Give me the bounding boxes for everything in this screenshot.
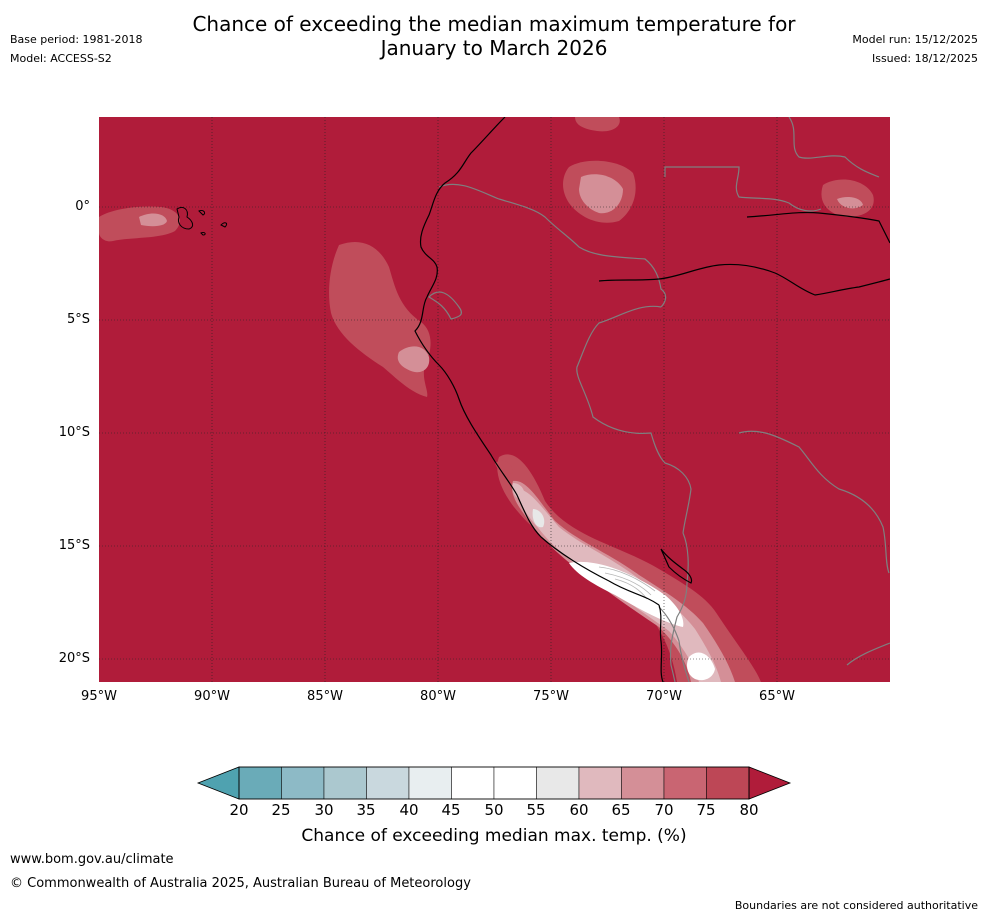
colorbar-tick: 80 [739,801,759,819]
contour-70-75 [139,213,167,227]
contour-line [604,572,652,596]
amazon-river [598,263,890,296]
lat-label: 10°S [58,425,90,440]
lake-titicaca [660,548,693,584]
border-ecuador [428,291,463,320]
colorbar-segment [706,766,750,800]
colorbar-segment [536,766,580,800]
lat-label: 15°S [58,538,90,553]
colorbar-tick: 30 [314,801,334,819]
coastline-chile [658,604,664,682]
contour-70-75 [397,346,430,373]
island-small [198,210,206,216]
contour-70-75 [837,197,863,209]
border-brazil-bolivia [738,430,890,574]
contour-75-80 [495,460,513,474]
colorbar-under-arrow [196,766,240,800]
lon-label: 90°W [194,689,230,704]
island-isabela [176,206,194,230]
copyright-notice: © Commonwealth of Australia 2025, Austra… [10,876,471,891]
lon-label: 95°W [81,689,117,704]
colorbar-segment [366,766,410,800]
island-small [200,231,206,236]
model-name: Model: ACCESS-S2 [10,52,112,65]
colorbar-segment [238,766,282,800]
contour-60-65 [512,483,525,500]
title-line-1: Chance of exceeding the median maximum t… [192,12,796,36]
contour-55-60 [532,509,545,528]
colorbar-segments [238,766,750,800]
colorbar-segment [281,766,325,800]
colorbar-tick: 40 [399,801,419,819]
contour-line [598,566,656,592]
lat-label: 20°S [58,651,90,666]
coastlines [414,117,890,682]
galapagos-islands [176,206,228,236]
colorbar-tick: 45 [441,801,461,819]
colorbar-tick: 20 [229,801,249,819]
contour-45-55 [569,561,684,627]
colorbar-tick: 75 [696,801,716,819]
country-borders [428,117,890,682]
colorbar-segment [578,766,622,800]
lon-label: 65°W [759,689,795,704]
colorbar-label: Chance of exceeding median max. temp. (%… [301,826,687,846]
coastline-amazon-north [746,211,890,244]
model-run: Model run: 15/12/2025 [852,33,978,46]
border-chile-bolivia [658,606,690,682]
title-line-2: January to March 2026 [380,36,608,60]
lon-label: 75°W [533,689,569,704]
colorbar-tick: 55 [526,801,546,819]
colorbar-tick: 65 [611,801,631,819]
gridlines [99,117,890,682]
website-link[interactable]: www.bom.gov.au/climate [10,852,174,867]
base-period: Base period: 1981-2018 [10,33,143,46]
contour-75-80 [575,117,620,132]
lat-label: 5°S [66,312,90,327]
colorbar-segment [451,766,495,800]
colorbar-segment [323,766,367,800]
border-venezuela-brazil [664,166,822,212]
coastline-pacific [414,117,660,606]
border-paraguay [846,642,890,666]
boundary-disclaimer: Boundaries are not considered authoritat… [734,899,978,912]
forecast-map [99,117,890,682]
colorbar-segment [408,766,452,800]
border-colombia-peru [438,183,667,308]
lon-label: 80°W [420,689,456,704]
colorbar-frame [238,766,750,800]
colorbar-tick: 70 [654,801,674,819]
map-title: Chance of exceeding the median maximum t… [0,12,988,60]
colorbar-tick: 25 [271,801,291,819]
colorbar-segment [493,766,537,800]
lat-label: 0° [75,199,90,214]
map-background-80-plus [99,117,890,682]
colorbar-tick: 35 [356,801,376,819]
lon-label: 85°W [307,689,343,704]
colorbar-tick: 50 [484,801,504,819]
issued-date: Issued: 18/12/2025 [871,52,978,65]
colorbar-segment [663,766,707,800]
lon-label: 70°W [646,689,682,704]
colorbar [196,766,792,800]
island-small [220,222,228,228]
colorbar-over-arrow [748,766,792,800]
colorbar-segment [621,766,665,800]
border-peru-bolivia [669,532,689,682]
colorbar-tick: 60 [569,801,589,819]
contour-70-75 [579,174,623,214]
border-guyana [788,117,880,178]
border-peru-brazil [576,305,692,534]
contour-45-55 [687,652,715,681]
